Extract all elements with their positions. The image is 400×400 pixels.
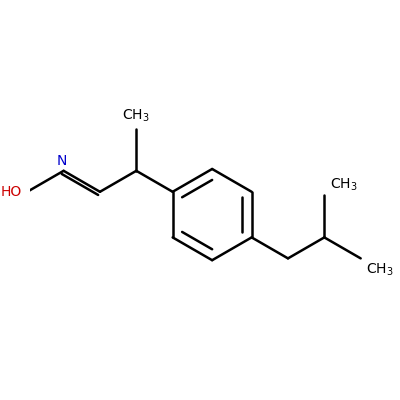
Text: CH$_3$: CH$_3$ <box>122 108 150 124</box>
Text: CH$_3$: CH$_3$ <box>330 176 358 192</box>
Text: HO: HO <box>0 185 22 199</box>
Text: CH$_3$: CH$_3$ <box>366 261 394 278</box>
Text: N: N <box>57 154 67 168</box>
